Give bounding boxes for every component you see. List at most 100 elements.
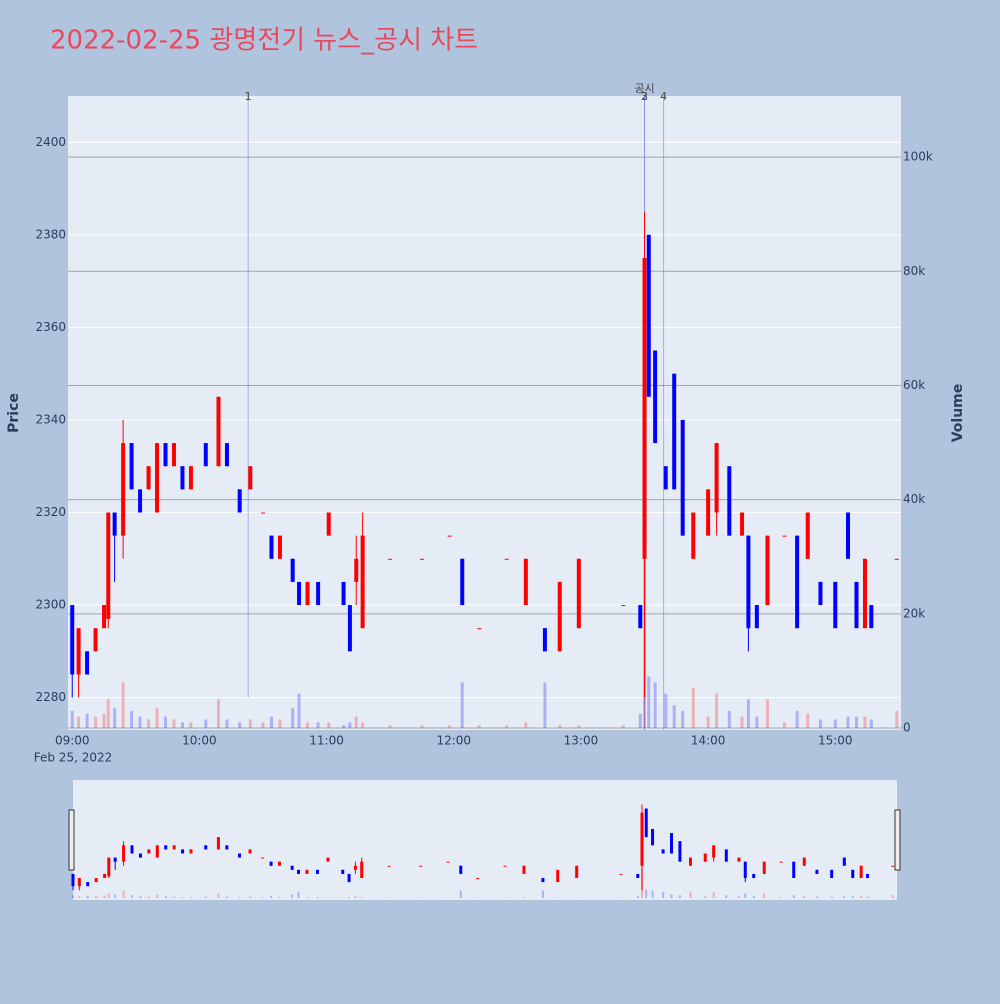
candle-body	[740, 512, 744, 535]
slider-candle-body	[689, 858, 692, 866]
candle-body	[102, 605, 106, 628]
volume-bar	[664, 694, 667, 728]
candle-body	[94, 628, 98, 651]
candle-body	[672, 374, 676, 490]
volume-bar	[895, 711, 898, 728]
news-label: 4	[660, 90, 667, 103]
slider-volume-bar	[87, 896, 89, 898]
candle-body	[77, 628, 81, 674]
slider-candle-body	[114, 858, 117, 862]
volume-bar	[262, 722, 265, 728]
slider-volume-bar	[763, 893, 765, 898]
slider-candle-body	[556, 870, 559, 882]
volume-bar	[181, 722, 184, 728]
volume-bar	[156, 708, 159, 728]
slider-volume-bar	[753, 896, 755, 898]
slider-volume-bar	[816, 897, 818, 898]
candle-body	[291, 559, 295, 582]
range-slider[interactable]	[73, 780, 897, 900]
y-tick-label: 2320	[35, 505, 66, 519]
slider-candle-body	[204, 845, 207, 849]
volume-bar	[870, 719, 873, 728]
volume-bar	[543, 682, 546, 728]
x-date-label: Feb 25, 2022	[34, 751, 113, 765]
candle-body	[869, 605, 873, 628]
volume-bar	[172, 719, 175, 728]
slider-volume-bar	[190, 897, 192, 898]
candle-body	[216, 397, 220, 466]
candle-body	[189, 466, 193, 489]
slider-volume-bar	[114, 895, 116, 898]
slider-volume-bar	[139, 896, 141, 898]
slider-candle-body	[851, 870, 854, 878]
volume-bar	[204, 719, 207, 728]
range-handle[interactable]	[895, 810, 900, 870]
candle-body	[70, 605, 74, 674]
slider-candle-body	[305, 870, 308, 874]
annotation-group-label: 공시	[634, 82, 654, 95]
slider-candle-body	[278, 862, 281, 866]
slider-candle-body	[122, 845, 125, 861]
slider-volume-bar	[662, 892, 664, 898]
slider-volume-bar	[78, 896, 80, 898]
candle-body	[388, 559, 392, 560]
volume-bar	[298, 694, 301, 728]
y-tick-label: 2300	[35, 598, 66, 612]
slider-candle-body	[139, 853, 142, 857]
volume-bar	[461, 682, 464, 728]
slider-candle-body	[447, 862, 450, 863]
slider-volume-bar	[744, 893, 746, 898]
slider-candle-body	[636, 874, 639, 878]
slider-candle-body	[803, 858, 806, 866]
range-handle[interactable]	[69, 810, 74, 870]
slider-volume-bar	[249, 897, 251, 898]
y2-tick-label: 0	[903, 721, 911, 735]
candle-body	[121, 443, 125, 536]
slider-candle-body	[575, 866, 578, 878]
volume-bar	[747, 699, 750, 728]
slider-candle-body	[297, 870, 300, 874]
volume-bar	[291, 708, 294, 728]
slider-volume-bar	[173, 897, 175, 898]
slider-volume-bar	[165, 896, 167, 898]
volume-bar	[164, 717, 167, 728]
candle-body	[420, 559, 424, 560]
volume-bar	[113, 708, 116, 728]
slider-candle-body	[164, 845, 167, 849]
candle-body	[225, 443, 229, 466]
slider-volume-bar	[671, 894, 673, 898]
slider-candle-body	[704, 853, 707, 861]
volume-bar	[225, 719, 228, 728]
volume-bar	[847, 717, 850, 728]
volume-bar	[478, 725, 481, 728]
volume-bar	[755, 717, 758, 728]
candle-body	[297, 582, 301, 605]
slider-volume-bar	[645, 890, 647, 898]
slider-volume-bar	[316, 897, 318, 898]
volume-bar	[249, 719, 252, 728]
volume-bar	[361, 722, 364, 728]
candle-body	[558, 582, 562, 651]
slider-candle-body	[891, 866, 894, 867]
slider-candle-body	[678, 841, 681, 861]
slider-volume-bar	[860, 896, 862, 898]
slider-volume-bar	[238, 897, 240, 898]
candle-body	[248, 466, 252, 489]
slider-candle-body	[780, 862, 783, 863]
candle-body	[638, 605, 642, 628]
candle-body	[130, 443, 134, 489]
slider-candle-body	[225, 845, 228, 849]
slider-volume-bar	[704, 896, 706, 898]
volume-bar	[103, 714, 106, 728]
slider-candle-body	[645, 809, 648, 838]
candle-body	[327, 512, 331, 535]
slider-candle-body	[238, 853, 241, 857]
volume-bar	[783, 722, 786, 728]
slider-volume-bar	[72, 895, 74, 898]
x-tick-label: 10:00	[182, 734, 217, 748]
candle-body	[477, 628, 481, 629]
slider-candle-body	[725, 849, 728, 861]
slider-candle-body	[843, 858, 846, 866]
volume-bar	[238, 722, 241, 728]
volume-bar	[278, 719, 281, 728]
